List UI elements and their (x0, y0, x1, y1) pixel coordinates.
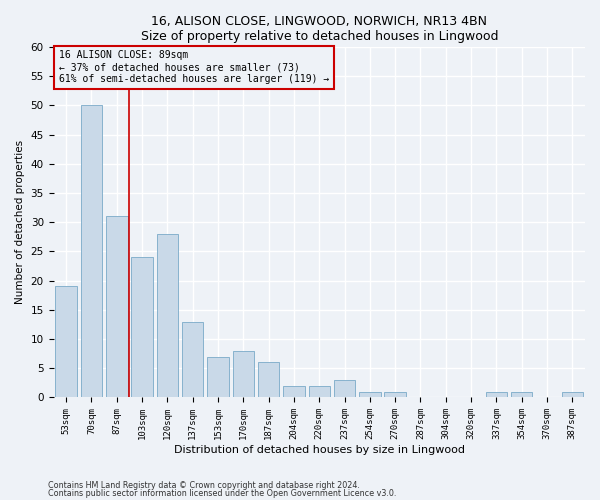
Bar (233, 350, 254, 398)
Y-axis label: Number of detached properties: Number of detached properties (15, 140, 25, 304)
Bar (485, 392, 507, 398)
Bar (283, 386, 305, 398)
Bar (207, 356, 229, 398)
Text: Contains HM Land Registry data © Crown copyright and database right 2024.: Contains HM Land Registry data © Crown c… (48, 480, 360, 490)
Bar (334, 380, 355, 398)
Bar (511, 392, 532, 398)
Bar (385, 392, 406, 398)
X-axis label: Distribution of detached houses by size in Lingwood: Distribution of detached houses by size … (174, 445, 465, 455)
Title: 16, ALISON CLOSE, LINGWOOD, NORWICH, NR13 4BN
Size of property relative to detac: 16, ALISON CLOSE, LINGWOOD, NORWICH, NR1… (140, 15, 498, 43)
Bar (562, 392, 583, 398)
Bar (182, 322, 203, 398)
Bar (81, 106, 102, 398)
Bar (55, 286, 77, 398)
Text: 16 ALISON CLOSE: 89sqm
← 37% of detached houses are smaller (73)
61% of semi-det: 16 ALISON CLOSE: 89sqm ← 37% of detached… (59, 50, 329, 84)
Bar (106, 216, 128, 398)
Bar (359, 392, 380, 398)
Bar (258, 362, 280, 398)
Bar (308, 386, 330, 398)
Bar (131, 258, 153, 398)
Text: Contains public sector information licensed under the Open Government Licence v3: Contains public sector information licen… (48, 489, 397, 498)
Bar (157, 234, 178, 398)
